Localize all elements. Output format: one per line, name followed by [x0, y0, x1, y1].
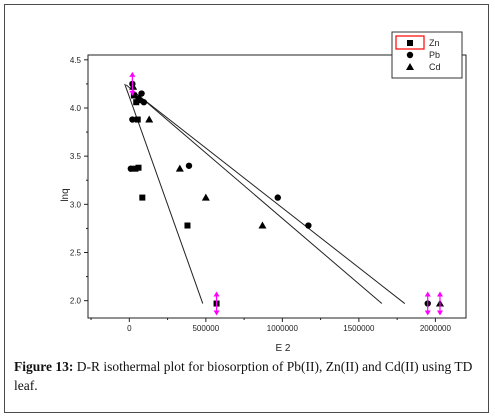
x-tick-label: 1000000 [267, 324, 299, 333]
chart-legend: Zn Pb Cd [391, 31, 463, 79]
point-cd [136, 96, 145, 104]
point-cd [258, 221, 267, 229]
highlight-arrow-marker [213, 291, 220, 316]
data-points [127, 80, 444, 307]
y-tick-label: 2.5 [70, 248, 82, 257]
point-zn [133, 99, 140, 106]
y-tick-label: 4.5 [70, 56, 82, 65]
highlight-arrow-marker [436, 291, 443, 316]
point-zn [134, 116, 141, 123]
plot-axes: 0 500000 1000000 1500000 2000000 2.0 2.5 3.0 3.5… [70, 54, 467, 333]
highlight-arrow-marker [424, 291, 431, 316]
y-axis-label: lnq [60, 188, 71, 201]
point-zn [139, 194, 146, 201]
highlight-markers [129, 71, 443, 316]
highlight-arrow-down [129, 90, 136, 96]
legend-label-zn: Zn [429, 38, 440, 48]
point-pb [305, 222, 312, 229]
legend-marker-pb [406, 51, 414, 59]
point-cd [129, 82, 138, 90]
highlight-arrow-up [436, 291, 443, 297]
legend-label-cd: Cd [429, 62, 441, 72]
x-axis-label: E 2 [275, 343, 290, 354]
point-cd [175, 164, 184, 172]
highlight-arrow-up [424, 291, 431, 297]
legend-box [391, 31, 463, 79]
point-zn [132, 165, 139, 172]
dr-isotherm-chart: 0 500000 1000000 1500000 2000000 2.0 2.5 3.0 3.5… [60, 31, 467, 354]
fit-line-pb [125, 84, 383, 304]
point-pb [274, 194, 281, 201]
point-cd [145, 115, 154, 123]
legend-marker-cd [406, 63, 414, 70]
highlight-arrow-down [436, 310, 443, 316]
point-pb [129, 116, 136, 123]
point-pb [127, 165, 135, 172]
x-tick-label: 1500000 [343, 324, 375, 333]
highlight-arrow-up [213, 291, 220, 297]
y-tick-label: 2.0 [70, 297, 82, 306]
point-zn [184, 222, 191, 229]
figure-caption-text: D-R isothermal plot for biosorption of P… [14, 359, 473, 393]
y-tick-label: 3.0 [70, 200, 82, 209]
y-tick-label: 4.0 [70, 104, 82, 113]
legend-highlight-box [395, 35, 425, 50]
figure-caption-label: Figure 13: [14, 359, 74, 374]
fit-lines [124, 83, 406, 304]
point-cd [201, 193, 210, 201]
figure-caption: Figure 13: D-R isothermal plot for bioso… [14, 357, 484, 395]
fit-line-cd [132, 90, 406, 304]
point-pb [185, 162, 193, 169]
point-pb [138, 90, 145, 97]
legend-label-pb: Pb [429, 50, 440, 60]
x-tick-label: 500000 [192, 324, 219, 333]
point-zn [130, 92, 137, 99]
point-zn [135, 164, 142, 171]
x-tick-label: 2000000 [420, 324, 452, 333]
legend-marker-zn [407, 40, 413, 46]
y-tick-label: 3.5 [70, 152, 82, 161]
highlight-arrow-marker [129, 71, 136, 96]
highlight-arrow-up [129, 71, 136, 77]
highlight-arrow-down [213, 310, 220, 316]
plot-border [87, 54, 467, 319]
highlight-arrow-down [424, 310, 431, 316]
x-tick-label: 0 [127, 324, 132, 333]
